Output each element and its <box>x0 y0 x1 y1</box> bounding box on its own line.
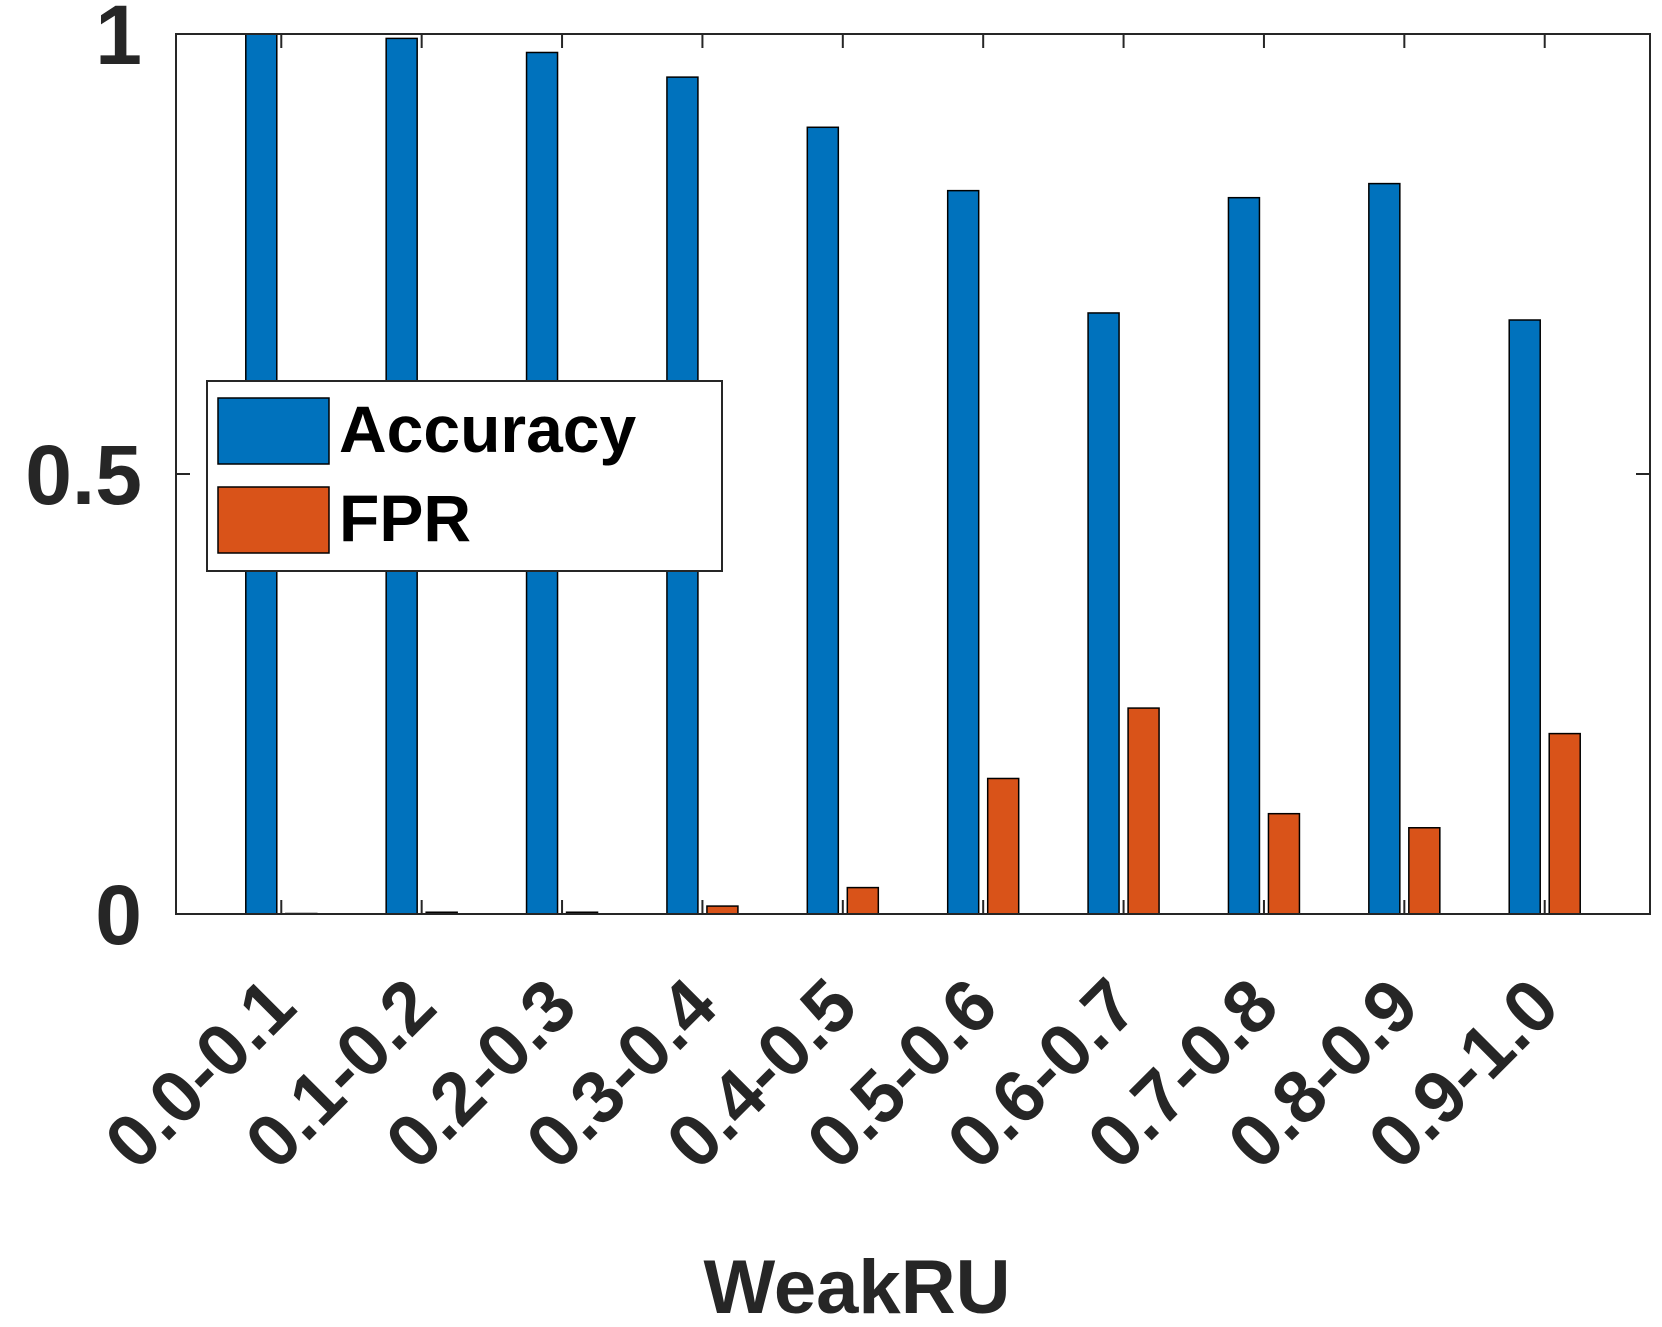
y-tick-label: 1 <box>95 0 142 82</box>
bar-fpr-0.8-0.9 <box>1408 827 1441 915</box>
x-axis-title: WeakRU <box>704 1245 1011 1327</box>
bars-layer <box>245 33 1581 915</box>
plot-area-frame <box>175 33 1651 915</box>
bar-fpr-0.4-0.5 <box>846 886 880 915</box>
legend-swatch-accuracy <box>217 397 330 465</box>
bar-accuracy-0.4-0.5 <box>806 126 840 915</box>
legend: Accuracy FPR <box>206 380 723 572</box>
bar-fpr-0.3-0.4 <box>706 905 739 915</box>
bar-fpr-0.6-0.7 <box>1127 707 1160 915</box>
y-tick-label: 0.5 <box>25 428 142 522</box>
legend-label-fpr: FPR <box>339 481 471 555</box>
legend-label-accuracy: Accuracy <box>339 392 636 466</box>
bar-accuracy-0.9-1.0 <box>1508 319 1541 915</box>
bar-fpr-0.9-1.0 <box>1548 732 1581 915</box>
legend-swatch-fpr <box>217 486 330 554</box>
bar-fpr-0.7-0.8 <box>1267 812 1301 915</box>
bar-accuracy-0.6-0.7 <box>1087 312 1120 915</box>
bar-accuracy-0.5-0.6 <box>946 189 980 915</box>
bar-accuracy-0.8-0.9 <box>1368 182 1401 915</box>
y-axis-ticks: 00.51 <box>25 0 1650 962</box>
y-tick-label: 0 <box>95 868 142 962</box>
bar-fpr-0.5-0.6 <box>986 777 1020 915</box>
bar-accuracy-0.7-0.8 <box>1227 196 1261 915</box>
